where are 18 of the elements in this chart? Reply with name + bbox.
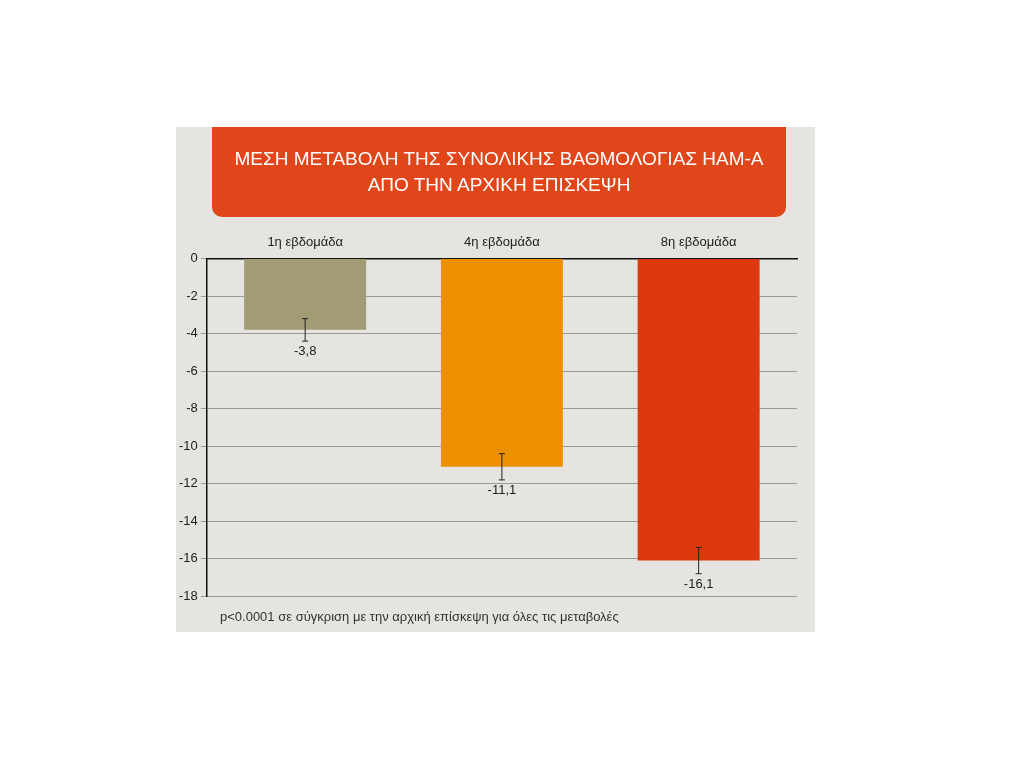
y-tick-label: -6 — [186, 362, 198, 378]
data-label: -16,1 — [683, 575, 714, 591]
x-tick-label: 4η εβδομάδα — [464, 234, 541, 250]
y-tick-label: -2 — [186, 287, 198, 303]
y-tick-label: -18 — [178, 587, 198, 603]
data-label: -3,8 — [293, 343, 317, 359]
data-label: -11,1 — [487, 481, 517, 497]
y-tick-label: -10 — [178, 437, 198, 453]
x-tick-label: 8η εβδομάδα — [660, 234, 737, 250]
y-tick-label: -12 — [178, 475, 198, 491]
y-tick-label: -4 — [186, 325, 198, 341]
chart-title: ΜΕΣΗ ΜΕΤΑΒΟΛΗ ΤΗΣ ΣΥΝΟΛΙΚΗΣ ΒΑΘΜΟΛΟΓΙΑΣ HAM-A ΑΠΟ ΤΗΝ ΑΡΧΙΚΗ ΕΠΙΣΚΕΨΗ — [212, 127, 786, 217]
y-tick-label: -14 — [178, 512, 198, 528]
y-tick-label: 0 — [190, 250, 198, 266]
x-tick-label: 1η εβδομάδα — [267, 234, 344, 250]
text: p<0.0001 σε σύγκριση με την αρχική επίσκεψη για όλες τις μεταβολές — [220, 609, 619, 624]
y-tick-label: -8 — [186, 400, 198, 416]
y-tick-label: -16 — [178, 550, 198, 566]
